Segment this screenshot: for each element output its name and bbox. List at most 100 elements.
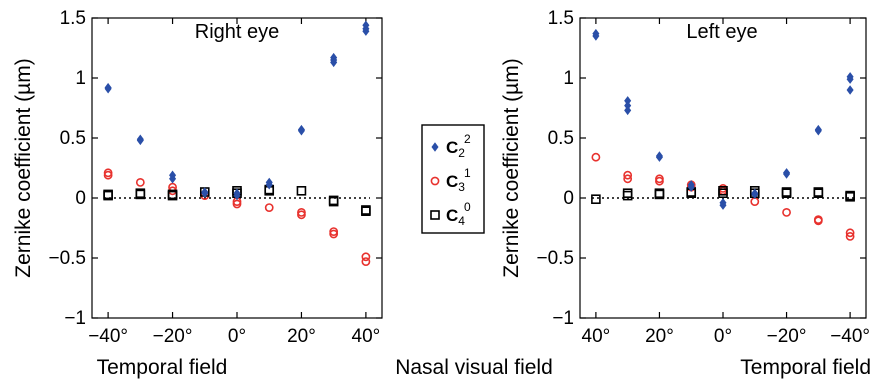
right-eye-plot-frame bbox=[91, 17, 383, 319]
left-eye-data-points bbox=[591, 28, 855, 241]
legend-label: C40 bbox=[446, 200, 471, 228]
circle-data-point bbox=[264, 203, 274, 212]
legend-label-superscript: 2 bbox=[464, 132, 471, 146]
legend-label-subscript: 3 bbox=[458, 180, 465, 194]
x-tick-label: 20° bbox=[287, 326, 316, 347]
circle-data-point bbox=[232, 199, 242, 209]
left-eye-title: Left eye bbox=[686, 21, 757, 43]
diamond-data-point bbox=[846, 85, 854, 95]
legend-label-subscript: 4 bbox=[458, 214, 465, 228]
diamond-data-point bbox=[655, 152, 663, 162]
circle-data-point bbox=[782, 207, 791, 217]
x-tick-label: 0° bbox=[714, 326, 732, 347]
circle-data-point bbox=[297, 210, 306, 220]
square-data-point bbox=[167, 190, 178, 201]
x-tick-label: 40° bbox=[352, 326, 381, 347]
circle-data-point bbox=[655, 176, 664, 186]
square-data-point bbox=[813, 188, 824, 198]
square-data-point bbox=[845, 192, 855, 202]
circle-data-point bbox=[329, 229, 339, 239]
x-tick-label: 0° bbox=[228, 326, 246, 347]
legend-item: C40 bbox=[430, 200, 471, 228]
right-eye-temporal-field-label: Temporal field bbox=[97, 356, 228, 379]
square-data-point bbox=[718, 188, 728, 198]
right-eye-y-ticks: −1 −0.5 0 0.5 1 1.5 bbox=[48, 8, 382, 329]
y-tick-label: 1.5 bbox=[548, 8, 574, 29]
diamond-data-point bbox=[624, 105, 632, 116]
legend-diamond-marker bbox=[431, 142, 439, 152]
legend-label-subscript: 2 bbox=[458, 146, 465, 160]
x-tick-label: −40° bbox=[830, 326, 870, 347]
x-tick-label: −20° bbox=[153, 326, 193, 347]
y-tick-label: 0 bbox=[75, 188, 86, 209]
diamond-data-point bbox=[783, 169, 791, 179]
diamond-data-point bbox=[687, 182, 695, 192]
circle-data-point bbox=[845, 228, 855, 238]
circle-data-point bbox=[103, 170, 113, 180]
diamond-data-point bbox=[297, 126, 305, 136]
legend-square-marker bbox=[430, 210, 440, 220]
square-data-point bbox=[103, 190, 113, 201]
legend-label-superscript: 0 bbox=[464, 200, 471, 214]
legend-item: C22 bbox=[431, 132, 471, 160]
right-eye-data-points bbox=[103, 20, 371, 266]
diamond-data-point bbox=[814, 126, 822, 136]
circle-data-point bbox=[623, 170, 633, 180]
left-eye-x-ticks: 40° 20° 0° −20° −40° bbox=[582, 18, 870, 347]
circle-data-point bbox=[813, 216, 823, 226]
right-eye-y-axis-label: Zernike coefficient (µm) bbox=[12, 58, 35, 277]
left-eye-y-axis-label: Zernike coefficient (µm) bbox=[500, 58, 523, 277]
circle-data-point bbox=[591, 152, 601, 162]
x-tick-label: 40° bbox=[582, 326, 611, 347]
circle-data-point bbox=[361, 257, 371, 266]
square-data-point bbox=[361, 206, 371, 216]
right-eye-x-ticks: −40° −20° 0° 20° 40° bbox=[88, 18, 380, 347]
diamond-data-point bbox=[104, 84, 112, 94]
y-tick-label: 1 bbox=[75, 68, 86, 89]
left-eye-y-ticks: −1 −0.5 0 0.5 1 1.5 bbox=[536, 8, 866, 329]
square-data-point bbox=[135, 189, 146, 200]
diamond-data-point bbox=[846, 74, 854, 84]
x-tick-label: −40° bbox=[88, 326, 128, 347]
diamond-data-point bbox=[233, 190, 241, 201]
legend-item: C31 bbox=[430, 166, 471, 194]
y-tick-label: 0.5 bbox=[548, 128, 574, 149]
diamond-data-point bbox=[330, 57, 338, 68]
legend-label: C22 bbox=[446, 132, 471, 160]
legend-label-base: C bbox=[446, 138, 458, 157]
x-tick-label: −20° bbox=[767, 326, 807, 347]
y-tick-label: 0.5 bbox=[60, 128, 86, 149]
circle-data-point bbox=[845, 231, 855, 241]
legend-label-base: C bbox=[446, 172, 458, 191]
y-tick-label: −0.5 bbox=[48, 248, 86, 269]
y-tick-label: 1 bbox=[563, 68, 574, 89]
y-tick-label: 1.5 bbox=[60, 8, 86, 29]
y-tick-label: −0.5 bbox=[536, 248, 574, 269]
square-data-point bbox=[591, 194, 601, 204]
diamond-data-point bbox=[362, 26, 370, 36]
square-data-point bbox=[622, 190, 633, 201]
nasal-visual-field-label: Nasal visual field bbox=[395, 356, 553, 379]
circle-data-point bbox=[623, 174, 633, 184]
legend-label: C31 bbox=[446, 166, 471, 194]
diamond-data-point bbox=[719, 200, 727, 210]
circle-data-point bbox=[135, 177, 145, 187]
diamond-data-point bbox=[136, 135, 144, 146]
right-eye-title: Right eye bbox=[195, 21, 280, 43]
diamond-data-point bbox=[751, 189, 759, 200]
diamond-data-point bbox=[201, 188, 209, 198]
left-eye-temporal-field-label: Temporal field bbox=[740, 356, 871, 379]
square-data-point bbox=[781, 188, 792, 198]
y-tick-label: −1 bbox=[64, 308, 86, 329]
legend-label-superscript: 1 bbox=[464, 166, 471, 180]
square-data-point bbox=[296, 186, 307, 196]
legend-label-base: C bbox=[446, 206, 458, 225]
y-tick-label: −1 bbox=[552, 308, 574, 329]
square-data-point bbox=[654, 189, 665, 200]
left-eye-plot-frame bbox=[579, 17, 867, 319]
diamond-data-point bbox=[592, 31, 600, 41]
diamond-data-point bbox=[265, 180, 273, 190]
square-data-point bbox=[328, 196, 339, 207]
